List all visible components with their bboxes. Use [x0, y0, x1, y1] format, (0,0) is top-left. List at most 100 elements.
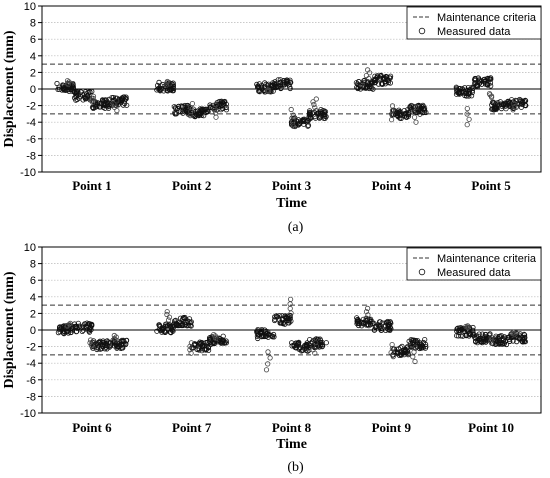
data-point — [459, 86, 465, 92]
data-point — [277, 79, 283, 85]
category-label: Point 8 — [272, 420, 312, 435]
x-axis-title: Time — [276, 196, 307, 211]
data-point — [364, 85, 370, 91]
data-point — [290, 112, 296, 118]
data-point — [371, 327, 378, 333]
data-point — [420, 339, 427, 346]
data-point — [278, 85, 284, 91]
data-point — [191, 112, 197, 118]
data-point — [365, 312, 371, 318]
data-point — [522, 339, 529, 345]
data-point — [108, 343, 114, 349]
data-point — [66, 79, 72, 85]
data-point — [166, 317, 172, 323]
data-point — [74, 325, 80, 331]
data-point — [462, 85, 468, 91]
data-point — [187, 113, 193, 119]
data-point — [382, 81, 388, 87]
data-point — [156, 79, 162, 86]
data-point — [272, 81, 278, 88]
data-point — [497, 341, 503, 347]
data-point — [469, 89, 475, 96]
legend-circle-icon — [418, 268, 426, 276]
data-point — [471, 332, 477, 338]
data-point — [73, 329, 79, 335]
data-point — [367, 321, 374, 328]
y-tick-label: 6 — [30, 34, 36, 46]
data-point — [321, 110, 328, 116]
data-point — [284, 313, 291, 319]
data-point — [356, 79, 362, 85]
data-point — [107, 340, 113, 346]
data-point — [473, 333, 480, 339]
data-point — [287, 85, 293, 92]
data-point — [65, 81, 71, 88]
data-point — [157, 88, 163, 94]
data-point — [363, 309, 370, 315]
data-point — [503, 341, 510, 348]
data-point — [118, 99, 125, 105]
panel-a: -10 -8 -6 -4 -2 0 2 4 6 8 10 Point 1 Point 2 Point 3 P… — [2, 1, 542, 235]
data-point — [101, 97, 108, 103]
data-point — [388, 349, 394, 356]
data-point — [307, 110, 313, 116]
data-point — [354, 84, 360, 91]
data-point — [80, 97, 86, 103]
data-point — [194, 346, 200, 353]
data-point — [483, 77, 489, 84]
data-point — [87, 340, 93, 346]
data-point — [81, 324, 87, 331]
data-point — [265, 361, 271, 367]
data-point — [412, 344, 418, 350]
data-point — [317, 115, 323, 121]
data-point — [301, 116, 307, 122]
data-point — [419, 343, 426, 349]
y-tick-label: -6 — [26, 134, 36, 146]
data-point — [311, 101, 317, 108]
y-tick-label: 4 — [30, 51, 36, 63]
data-point — [423, 344, 429, 350]
legend-label-maintenance: Maintenance criteria — [437, 253, 537, 265]
data-point — [281, 80, 287, 86]
data-point — [290, 123, 296, 129]
category-label: Point 3 — [272, 178, 312, 193]
data-point — [114, 108, 120, 114]
data-point — [370, 86, 376, 92]
data-point — [81, 91, 87, 97]
data-point — [390, 353, 396, 360]
y-tick-label: -6 — [26, 375, 36, 387]
data-point — [413, 337, 419, 344]
data-point — [280, 320, 287, 326]
data-point — [172, 322, 178, 329]
data-point — [94, 346, 100, 353]
data-point — [522, 102, 528, 108]
data-point — [270, 331, 277, 338]
data-point — [170, 85, 177, 92]
data-point — [385, 318, 391, 325]
data-point — [464, 106, 470, 112]
data-point — [479, 78, 485, 84]
data-point — [363, 73, 369, 79]
data-point — [197, 341, 203, 347]
data-point — [64, 80, 71, 86]
data-point — [55, 329, 62, 336]
data-point — [312, 104, 318, 110]
data-point — [90, 345, 97, 351]
data-point — [113, 337, 119, 343]
data-point — [469, 88, 475, 94]
data-point — [181, 315, 187, 321]
data-point — [471, 77, 478, 83]
data-point — [263, 81, 269, 88]
data-point — [289, 343, 295, 349]
data-point — [483, 81, 489, 87]
data-point — [386, 321, 392, 328]
data-point — [372, 323, 379, 329]
y-tick-label: 2 — [30, 67, 36, 79]
data-point — [265, 331, 272, 337]
category-label: Point 4 — [372, 178, 412, 193]
data-point — [410, 354, 416, 360]
y-tick-label: 10 — [24, 1, 36, 13]
data-point — [187, 322, 193, 328]
data-point — [290, 118, 296, 124]
data-point — [510, 107, 516, 113]
